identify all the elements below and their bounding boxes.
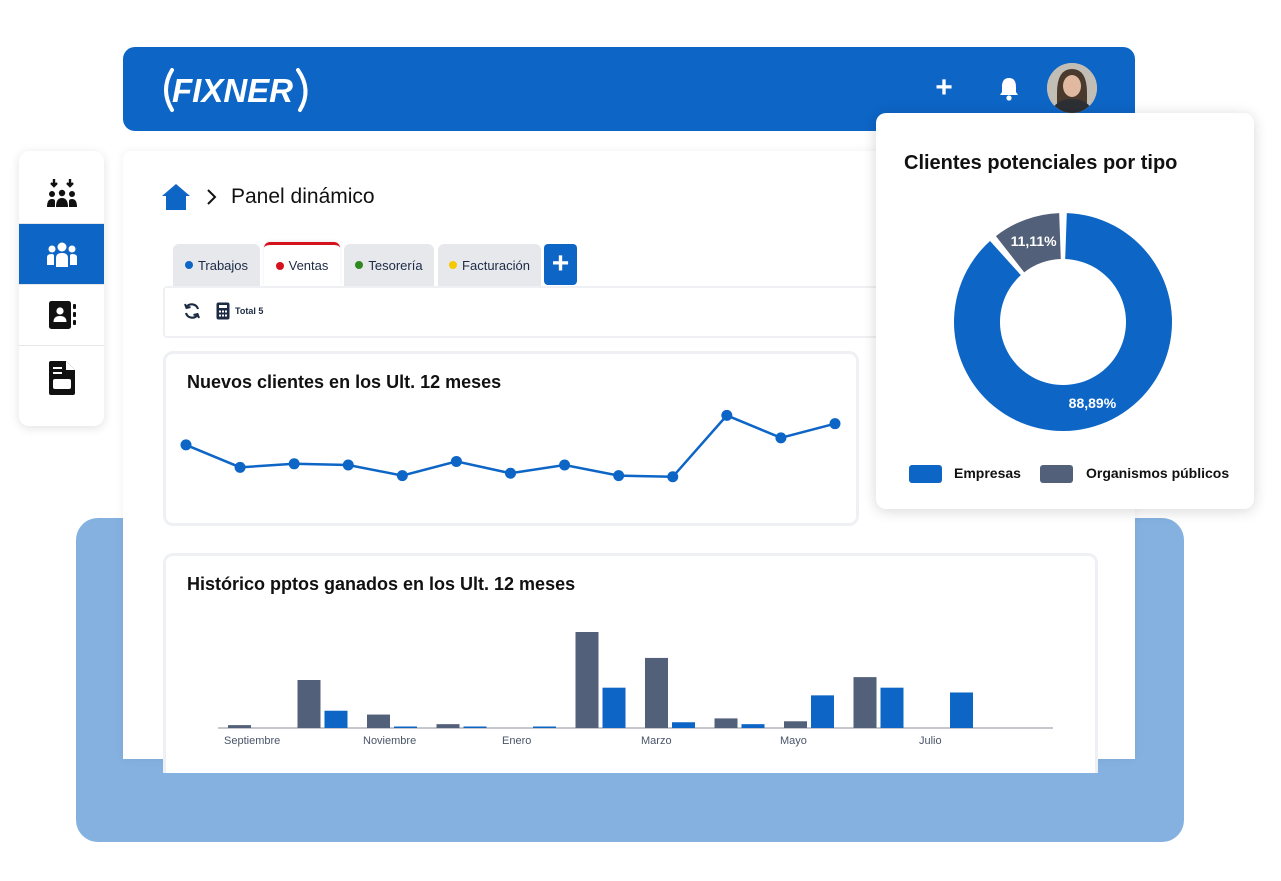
sidebar-item-contacts[interactable] [19,285,104,346]
donut-chart: 11,11% 88,89% [954,213,1172,431]
line-chart-title: Nuevos clientes en los Ult. 12 meses [187,372,502,392]
legend-label-organismos: Organismos públicos [1086,465,1230,481]
x-tick-label: Septiembre [224,735,280,747]
legend-swatch-organismos [1040,465,1073,483]
bar[interactable] [394,726,417,729]
donut-slice[interactable] [995,213,1061,273]
donut-slice[interactable] [954,213,1172,431]
tab-label: Facturación [462,257,530,273]
sidebar-item-clients[interactable] [19,224,104,285]
line-point[interactable] [505,467,516,479]
donut-chart-card [876,113,1254,509]
x-tick-label: Mayo [780,735,807,747]
line-point[interactable] [613,470,625,482]
bell-icon[interactable] [994,74,1024,102]
donut-chart-title: Clientes potenciales por tipo [904,152,1178,174]
line-point[interactable] [829,418,841,430]
tab-tesoreria[interactable]: Tesorería [344,244,434,286]
chevron-right-icon [207,189,217,205]
bar[interactable] [950,692,973,728]
tab-trabajos[interactable]: Trabajos [173,244,260,286]
add-tab-button[interactable]: + [544,244,577,285]
line-point[interactable] [234,461,246,473]
line-point[interactable] [288,458,300,470]
bar[interactable] [784,721,807,728]
line-point[interactable] [721,409,733,421]
tab-ventas[interactable]: Ventas [264,242,340,286]
x-tick-label: Marzo [641,735,672,747]
donut-slice-label: 11,11% [1011,233,1057,249]
line-series [185,413,836,479]
sidebar-item-documents[interactable] [19,346,104,410]
line-point[interactable] [559,459,571,471]
tab-facturacion[interactable]: Facturación [438,244,541,286]
team-arrows-icon [46,179,77,207]
bar[interactable] [533,726,556,729]
sidebar [19,151,104,426]
x-tick-label: Noviembre [363,735,416,747]
bar-chart: Septiembre Noviembre Enero Marzo Mayo Julio [218,632,1053,747]
refresh-icon[interactable] [183,302,201,320]
line-point[interactable] [342,459,354,471]
page-title: Panel dinámico [231,185,375,208]
bar[interactable] [714,718,738,728]
bar[interactable] [645,657,668,728]
tab-dot-icon [184,261,193,269]
tab-dot-icon [275,261,284,270]
line-point[interactable] [450,455,462,467]
bar[interactable] [324,710,348,728]
breadcrumb: Panel dinámico [161,182,375,212]
line-chart [180,409,841,483]
bar[interactable] [672,722,695,728]
bar[interactable] [463,726,487,729]
line-point[interactable] [396,470,408,482]
tab-dot-icon [449,261,458,269]
bar[interactable] [297,680,321,728]
line-chart-card [163,351,859,526]
line-point[interactable] [667,471,679,483]
toolbar [163,286,883,338]
home-icon[interactable] [161,182,191,212]
legend-label-empresas: Empresas [954,465,1021,481]
x-tick-label: Julio [919,735,942,747]
total-count: Total 5 [235,306,264,316]
bar[interactable] [575,632,599,728]
tab-label: Ventas [288,258,329,273]
calculator-icon [216,302,230,320]
tab-label: Trabajos [197,257,249,273]
avatar-picture [1047,63,1097,113]
bar[interactable] [228,725,251,728]
bar[interactable] [602,687,626,728]
donut-slice-label: 88,89% [1069,395,1117,411]
contact-book-icon [48,301,76,329]
tab-dot-icon [355,261,364,269]
fixner-logo[interactable]: FIXNER [158,64,318,116]
x-tick-label: Enero [502,735,531,747]
logo-text: FIXNER [172,72,293,109]
line-point[interactable] [180,439,192,451]
user-avatar[interactable] [1047,63,1097,113]
document-icon [48,361,75,395]
bar[interactable] [741,724,765,728]
bar[interactable] [436,724,460,728]
bar[interactable] [811,695,834,728]
bar[interactable] [853,677,877,728]
tab-label: Tesorería [368,257,423,273]
bar[interactable] [367,714,390,728]
line-point[interactable] [775,432,787,444]
legend-swatch-empresas [909,465,942,483]
sidebar-item-team[interactable] [19,163,104,224]
bar-chart-title: Histórico pptos ganados en los Ult. 12 m… [187,574,576,594]
bar-chart-card [163,553,1098,773]
bar[interactable] [880,687,904,728]
add-button[interactable]: + [935,71,953,104]
group-icon [46,242,77,267]
